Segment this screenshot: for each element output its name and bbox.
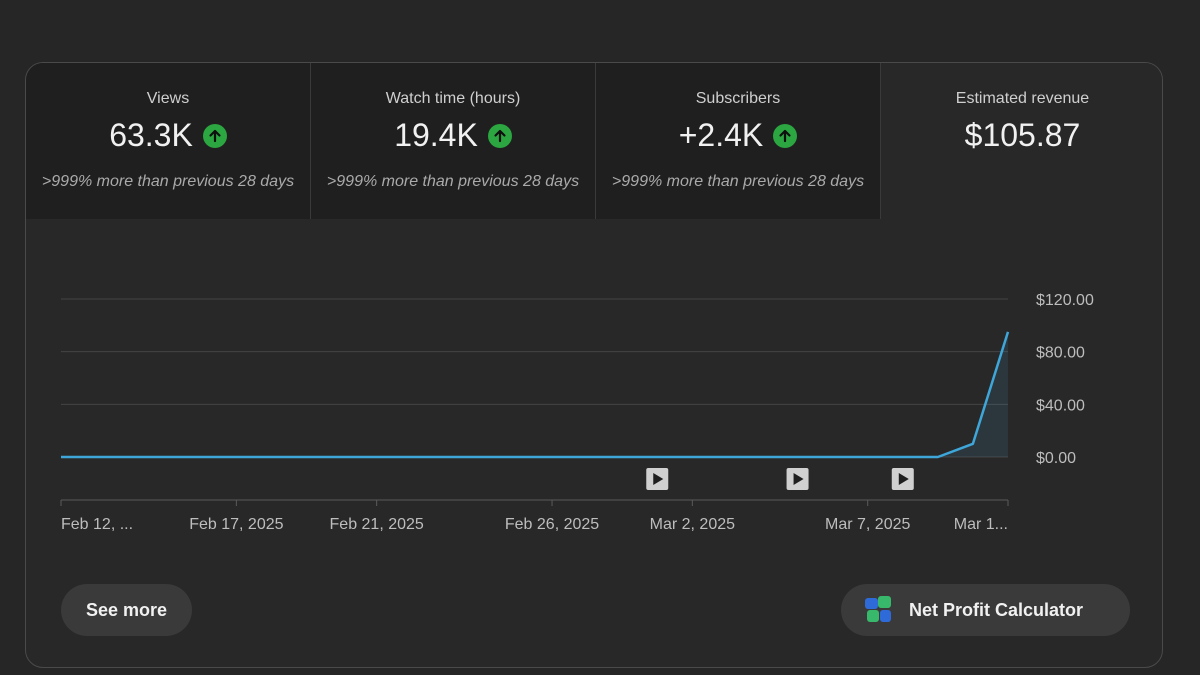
x-tick-label: Feb 26, 2025 [505, 516, 599, 533]
series-area [61, 331, 1008, 457]
video-marker-icon[interactable] [786, 468, 809, 490]
y-tick-label: $80.00 [1036, 345, 1085, 362]
metric-title: Estimated revenue [955, 90, 1090, 107]
see-more-button[interactable]: See more [61, 584, 192, 636]
metric-comparison: >999% more than previous 28 days [611, 173, 865, 190]
x-tick-label: Feb 21, 2025 [330, 516, 424, 533]
video-marker-icon[interactable] [646, 468, 669, 490]
series-line [61, 331, 1010, 459]
metric-tabs: Views 63.3K >999% more than previous 28 … [26, 63, 1162, 219]
metric-tab-subscribers[interactable]: Subscribers +2.4K >999% more than previo… [596, 63, 881, 219]
metric-value: 19.4K [394, 117, 478, 153]
metric-value: 63.3K [109, 117, 193, 153]
metric-title: Watch time (hours) [385, 90, 521, 107]
metric-comparison: >999% more than previous 28 days [41, 173, 295, 190]
metric-tab-views[interactable]: Views 63.3K >999% more than previous 28 … [26, 63, 311, 219]
y-tick-label: $120.00 [1036, 292, 1094, 309]
metric-title: Subscribers [695, 90, 781, 107]
arrow-up-icon [202, 123, 227, 148]
analytics-card: Views 63.3K >999% more than previous 28 … [25, 62, 1163, 668]
metric-tab-estimated-revenue[interactable]: Estimated revenue $105.87 [881, 63, 1162, 219]
net-profit-calculator-label: Net Profit Calculator [909, 599, 1084, 620]
x-tick-label: Mar 1... [954, 516, 1008, 533]
nexlev-logo-icon [863, 594, 895, 626]
metric-value: $105.87 [964, 117, 1081, 153]
metric-value: +2.4K [678, 117, 764, 153]
x-tick-label: Mar 7, 2025 [825, 516, 910, 533]
arrow-up-icon [487, 123, 512, 148]
x-tick-label: Mar 2, 2025 [650, 516, 735, 533]
y-tick-label: $40.00 [1036, 397, 1085, 414]
metric-title: Views [146, 90, 190, 107]
x-tick-label: Feb 17, 2025 [189, 516, 283, 533]
metric-comparison: >999% more than previous 28 days [326, 173, 580, 190]
video-marker-icon[interactable] [891, 468, 914, 490]
x-tick-label: Feb 12, ... [61, 516, 133, 533]
revenue-chart: $120.00 $80.00 $40.00 $0.00 Feb 12, ... Feb 1… [60, 292, 1094, 533]
arrow-up-icon [773, 123, 798, 148]
y-tick-label: $0.00 [1036, 450, 1076, 467]
net-profit-calculator-button[interactable]: Net Profit Calculator [841, 584, 1130, 636]
metric-tab-watch-time[interactable]: Watch time (hours) 19.4K >999% more than… [311, 63, 596, 219]
see-more-label: See more [85, 599, 168, 620]
